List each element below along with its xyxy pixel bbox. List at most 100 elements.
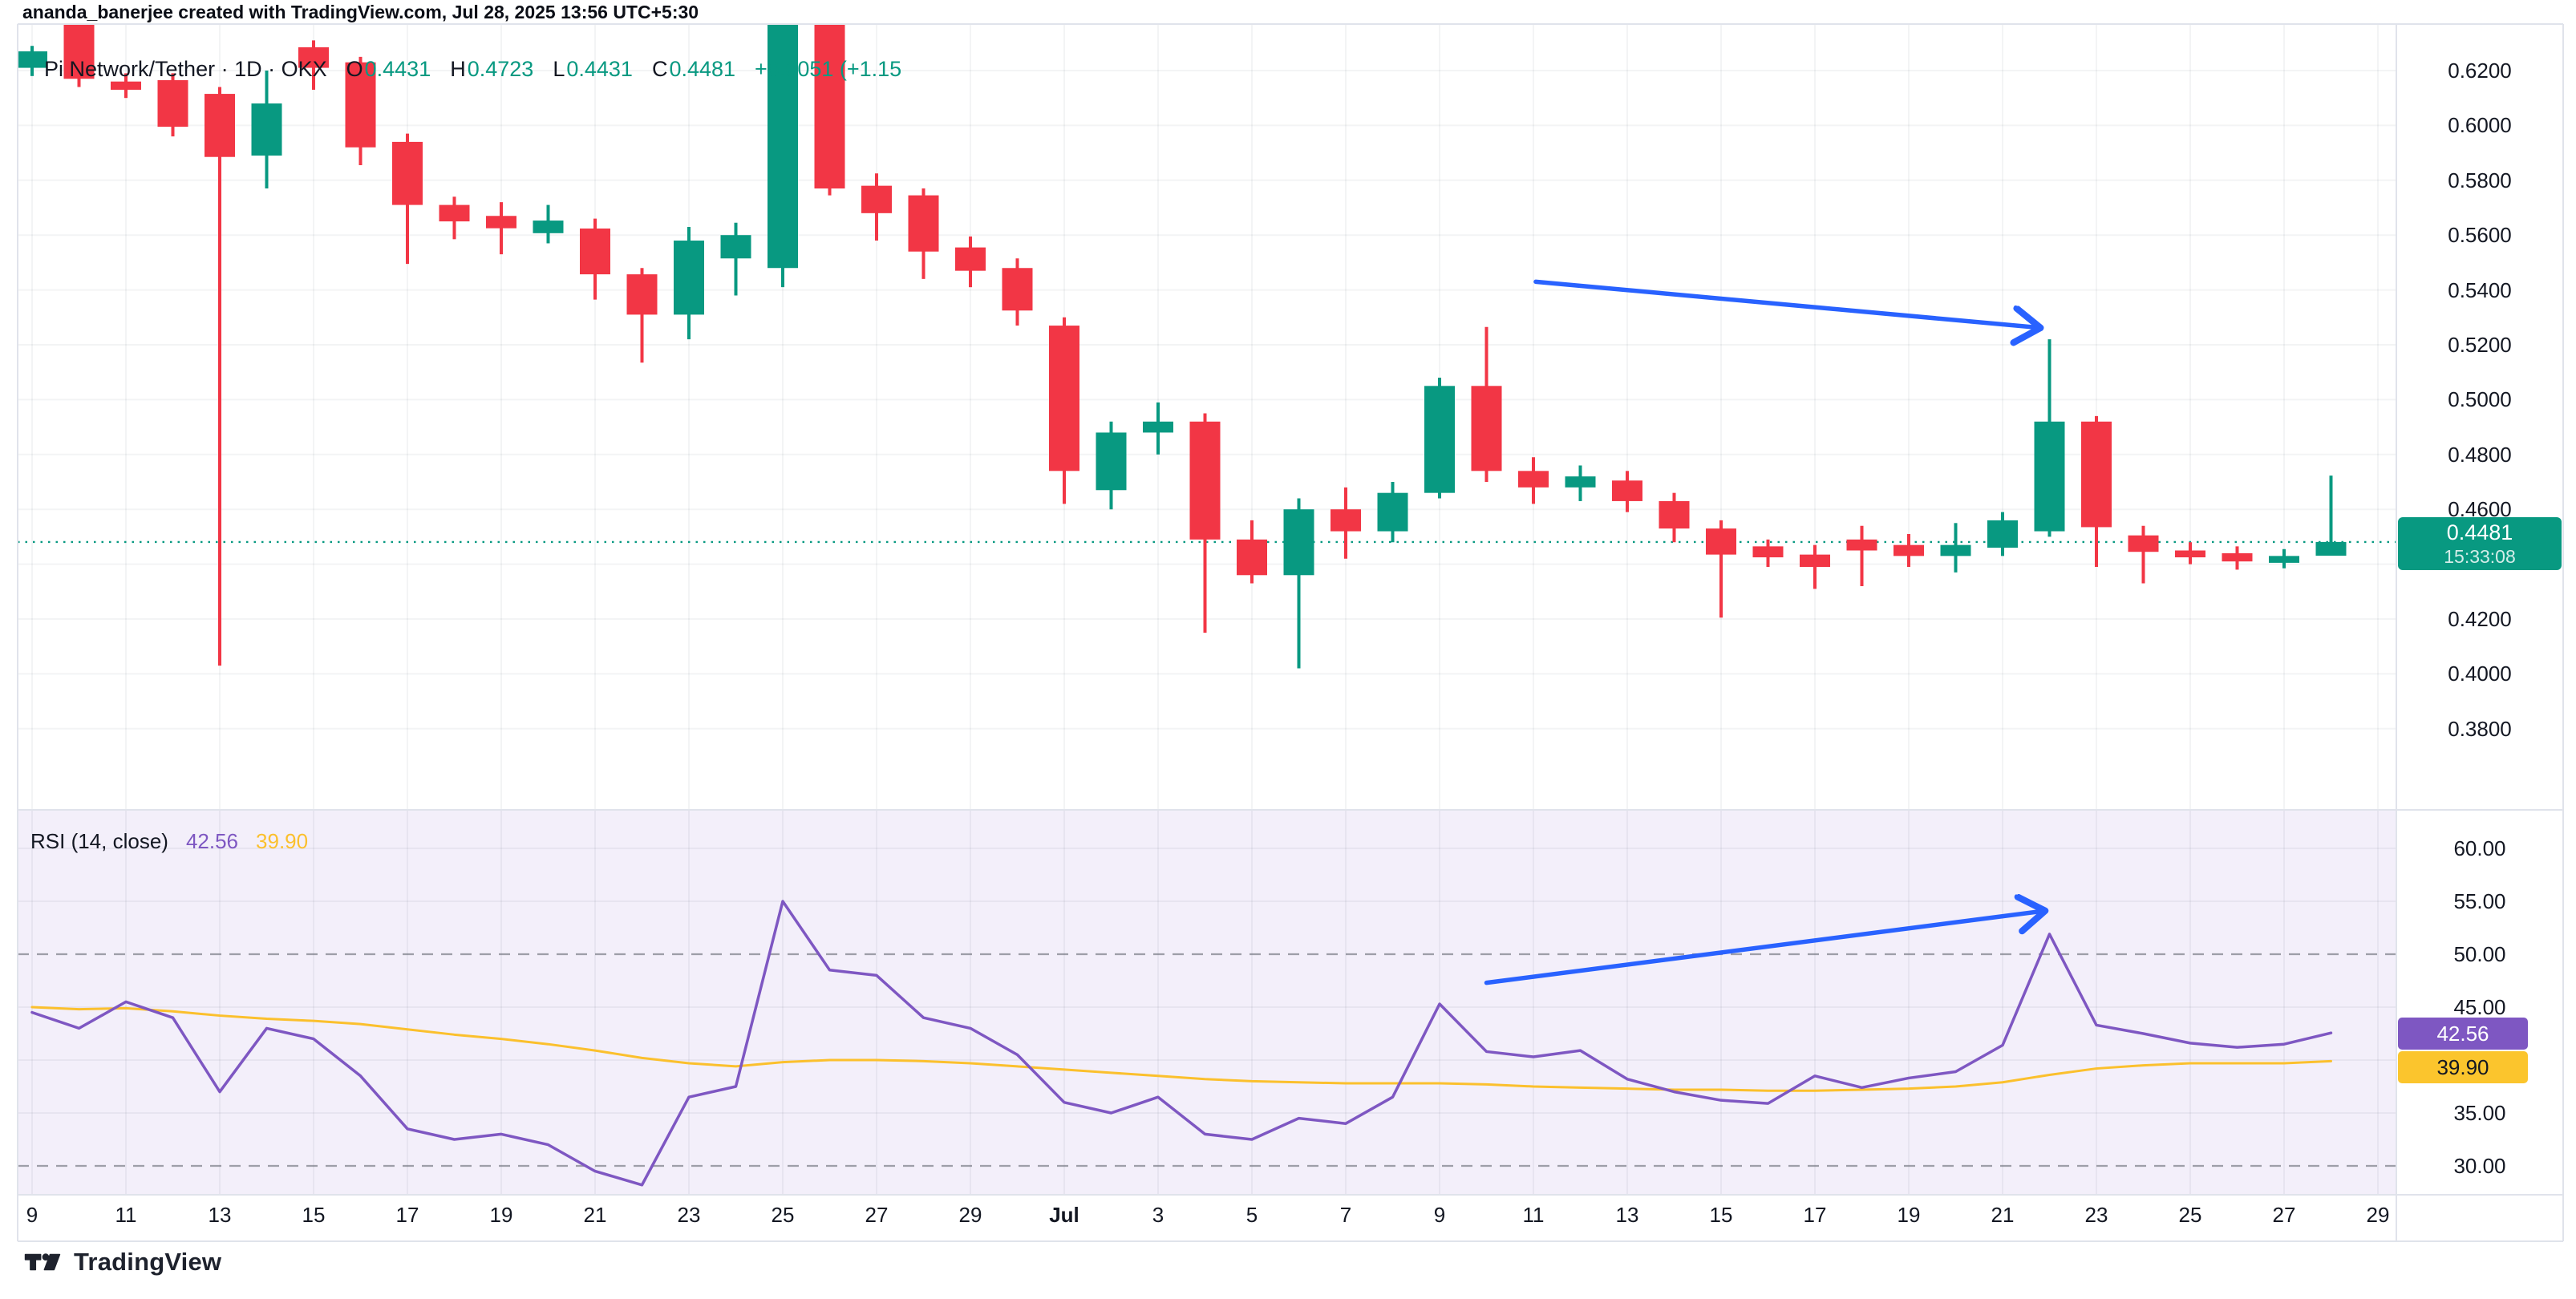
time-axis-label: 29 [2366, 1203, 2390, 1227]
time-axis-label: 3 [1152, 1203, 1164, 1227]
candle-jul-18 [1846, 525, 1877, 586]
time-axis-label: 27 [865, 1203, 889, 1227]
attribution-text: ananda_banerjee created with TradingView… [22, 2, 699, 22]
price-axis-label: 0.5000 [2448, 387, 2512, 412]
price-axis-label: 0.3800 [2448, 716, 2512, 741]
time-axis-label: Jul [1049, 1203, 1079, 1227]
rsi-ma-value-badge: 39.90 [2398, 1051, 2528, 1083]
rsi-legend-title: RSI (14, close) [30, 829, 168, 853]
candle-jun-13 [205, 87, 235, 666]
candle-jul-26 [2222, 546, 2253, 570]
candle-jul-23 [2081, 415, 2112, 568]
time-axis-label: 23 [677, 1203, 701, 1227]
last-price-badge: 0.4481 15:33:08 [2398, 517, 2562, 570]
rsi-legend-ma-value: 39.90 [256, 829, 309, 853]
time-axis-label: 25 [771, 1203, 795, 1227]
candle-jul-11 [1518, 457, 1549, 504]
candle-jul-6 [1283, 498, 1314, 669]
time-axis-label: 23 [2084, 1203, 2108, 1227]
countdown-timer: 15:33:08 [2444, 546, 2516, 567]
price-axis-label: 0.4800 [2448, 442, 2512, 467]
candle-jul-24 [2128, 525, 2159, 584]
candle-jun-24 [720, 222, 751, 296]
time-axis-label: 13 [208, 1203, 232, 1227]
symbol-title: Pi Network/Tether · 1D · OKX [44, 57, 327, 81]
rsi-legend: RSI (14, close) 42.56 39.90 [30, 829, 308, 854]
rsi-ma-line [30, 1006, 2332, 1092]
price-axis-label: 0.5800 [2448, 168, 2512, 192]
legend-close: C 0.4481 [651, 57, 736, 81]
time-axis-label: 5 [1245, 1203, 1258, 1227]
legend-open: O 0.4431 [346, 57, 431, 81]
candle-jun-14 [251, 71, 282, 189]
time-axis-label: 27 [2272, 1203, 2296, 1227]
time-axis-label: 11 [115, 1203, 137, 1227]
legend-change: +0.0051 (+1.15 [755, 57, 902, 81]
time-axis-label: 13 [1615, 1203, 1639, 1227]
candle-jun-26 [814, 24, 845, 196]
legend-high: H 0.4723 [450, 57, 534, 81]
candle-jul-7 [1331, 487, 1361, 559]
footer-brand[interactable]: TradingView [24, 1248, 221, 1277]
price-axis-label: 0.4200 [2448, 607, 2512, 631]
legend-low: L 0.4431 [553, 57, 633, 81]
candle-jul-5 [1237, 520, 1267, 584]
candle-jun-12 [157, 73, 188, 137]
candle-jun-9 [18, 46, 47, 76]
time-axis-label: 11 [1522, 1203, 1545, 1227]
candle-jul-3 [1143, 402, 1173, 455]
chart-frame [17, 23, 2564, 1242]
candle-jun-18 [439, 196, 470, 240]
candle-jun-25 [768, 24, 798, 288]
candle-jun-30 [1002, 258, 1033, 326]
price-trend-arrow[interactable] [1533, 279, 2040, 327]
candle-jun-22 [626, 268, 658, 363]
time-axis-label: 19 [489, 1203, 513, 1227]
rsi-axis-label: 45.00 [2453, 995, 2506, 1019]
candle-jun-10 [63, 24, 95, 87]
candle-jul-14 [1659, 492, 1690, 543]
candle-jul-8 [1377, 482, 1408, 543]
candle-jul-10 [1471, 326, 1502, 482]
candle-jul-16 [1752, 539, 1784, 568]
candle-jul-25 [2175, 542, 2205, 565]
candle-jun-11 [111, 73, 141, 99]
candle-jun-16 [345, 56, 376, 165]
price-axis-label: 0.5400 [2448, 277, 2512, 302]
time-axis-label: 17 [395, 1203, 419, 1227]
tradingview-logo-text: TradingView [74, 1248, 222, 1276]
time-axis-label: 19 [1897, 1203, 1921, 1227]
candle-jul-17 [1800, 544, 1830, 589]
time-axis-label: 21 [1991, 1203, 2015, 1227]
rsi-axis-label: 35.00 [2453, 1101, 2506, 1125]
price-axis-label: 0.6200 [2448, 59, 2512, 83]
price-pane[interactable] [17, 0, 2347, 669]
rsi-value-badge: 42.56 [2398, 1018, 2528, 1050]
candle-jun-29 [955, 236, 986, 288]
candle-jul-4 [1189, 413, 1221, 633]
price-axis-label: 0.5600 [2448, 223, 2512, 248]
rsi-axis-label: 60.00 [2453, 836, 2506, 860]
candle-jul-19 [1894, 533, 1924, 568]
candle-jul-15 [1706, 520, 1736, 618]
rsi-axis-label: 55.00 [2453, 889, 2506, 913]
candle-jul-22 [2034, 339, 2065, 537]
time-axis-label: 17 [1803, 1203, 1827, 1227]
rsi-legend-value: 42.56 [185, 829, 239, 853]
price-axis-label: 0.4000 [2448, 662, 2512, 686]
time-axis-label: 29 [958, 1203, 982, 1227]
rsi-axis-label: 30.00 [2453, 1154, 2506, 1178]
candle-jun-27 [861, 173, 892, 241]
rsi-trend-arrow[interactable] [1484, 911, 2045, 985]
candle-jun-15 [298, 40, 329, 90]
rsi-line [30, 900, 2333, 1187]
time-axis-label: 7 [1339, 1203, 1352, 1227]
candle-jul-9 [1424, 378, 1455, 499]
time-axis-label: 21 [583, 1203, 607, 1227]
candle-jun-17 [392, 133, 423, 265]
candle-jun-20 [533, 204, 564, 244]
tradingview-logo-icon [24, 1253, 61, 1271]
candle-jul-12 [1565, 465, 1596, 501]
candle-jun-21 [580, 218, 610, 300]
